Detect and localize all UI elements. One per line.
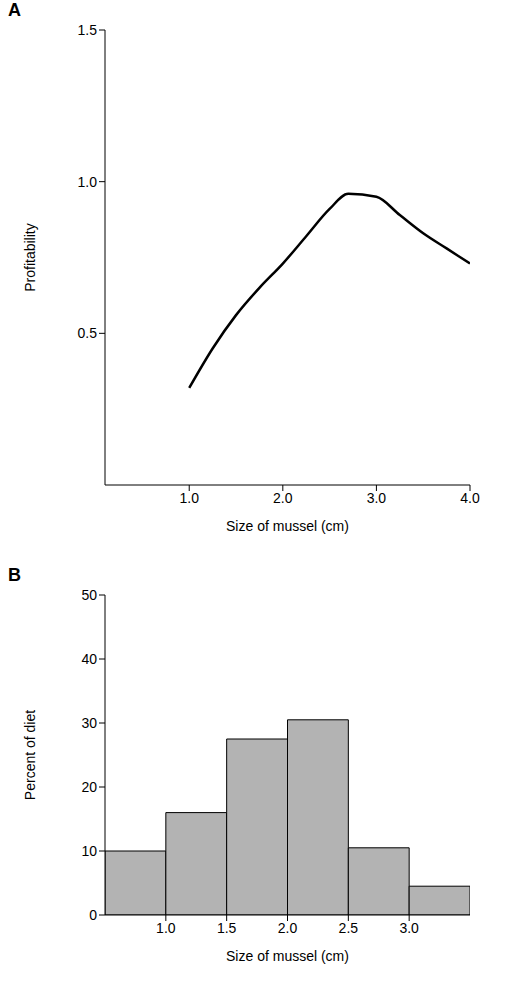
svg-text:10: 10 <box>81 843 97 859</box>
svg-text:1.0: 1.0 <box>179 490 199 506</box>
svg-text:1.5: 1.5 <box>78 22 98 38</box>
svg-text:2.5: 2.5 <box>339 920 359 936</box>
svg-text:4.0: 4.0 <box>460 490 480 506</box>
svg-text:2.0: 2.0 <box>273 490 293 506</box>
svg-text:Size of mussel (cm): Size of mussel (cm) <box>226 518 349 534</box>
svg-text:1.5: 1.5 <box>217 920 237 936</box>
svg-text:Profitability: Profitability <box>22 223 38 291</box>
svg-text:0.5: 0.5 <box>78 325 98 341</box>
svg-text:Size of mussel (cm): Size of mussel (cm) <box>226 948 349 964</box>
svg-text:30: 30 <box>81 715 97 731</box>
svg-text:50: 50 <box>81 587 97 603</box>
svg-text:Percent of diet: Percent of diet <box>22 710 38 800</box>
svg-text:40: 40 <box>81 651 97 667</box>
svg-text:20: 20 <box>81 779 97 795</box>
svg-text:2.0: 2.0 <box>278 920 298 936</box>
html-text:B: B <box>8 565 21 585</box>
html-text:A: A <box>8 0 21 20</box>
svg-text:3.0: 3.0 <box>399 920 419 936</box>
svg-text:1.0: 1.0 <box>78 174 98 190</box>
svg-text:0: 0 <box>89 907 97 923</box>
svg-text:3.0: 3.0 <box>367 490 387 506</box>
svg-text:1.0: 1.0 <box>156 920 176 936</box>
